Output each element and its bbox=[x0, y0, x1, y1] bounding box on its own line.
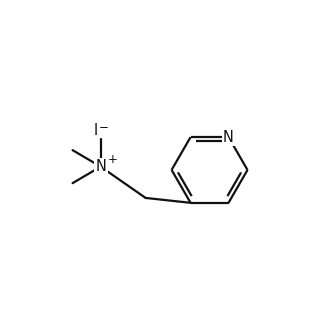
Text: +: + bbox=[107, 153, 117, 166]
Text: −: − bbox=[98, 121, 108, 134]
Text: I: I bbox=[94, 123, 98, 138]
Text: N: N bbox=[223, 130, 234, 145]
Text: N: N bbox=[95, 159, 106, 174]
